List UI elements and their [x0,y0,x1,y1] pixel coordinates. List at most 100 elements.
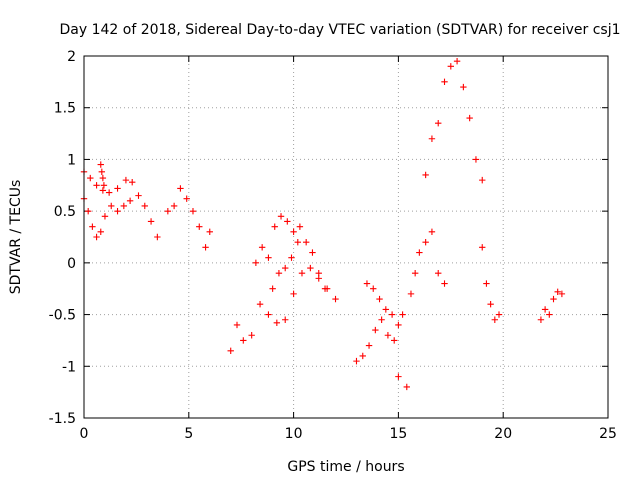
data-point [290,290,297,298]
data-point [248,332,255,339]
data-point [284,218,291,225]
data-point [252,259,260,267]
data-point [164,207,172,215]
data-point [240,337,247,344]
plot-frame [83,55,609,419]
x-tick-label: 5 [184,426,193,442]
data-point [372,326,379,334]
data-point [97,161,104,168]
data-point [122,176,130,184]
data-point [290,228,297,236]
data-point [395,321,402,329]
data-point [399,311,406,318]
data-point [120,202,128,210]
data-point [99,187,107,194]
data-point [441,280,448,287]
data-point [114,185,121,192]
data-point [93,233,100,241]
data-point [378,316,385,323]
data-point [428,135,436,142]
data-point [491,316,499,323]
grid [84,56,608,418]
data-point [294,238,301,246]
data-point [479,176,486,184]
data-point [256,301,264,308]
data-point [141,202,148,210]
data-point [89,223,96,230]
data-point [407,290,415,298]
y-tick-label: 0.5 [54,204,76,220]
data-point [422,238,429,246]
data-point [353,357,360,365]
data-point [227,347,234,354]
data-point [99,174,107,182]
data-point [460,83,467,91]
data-point [87,174,94,182]
data-point [147,218,155,225]
y-tick-label: 2 [67,49,76,65]
data-point [416,249,423,256]
data-point [558,290,566,298]
data-point [447,63,454,70]
data-point [363,280,371,287]
y-tick-label: -0.5 [49,308,76,324]
x-tick-label: 25 [599,426,617,442]
data-point [483,280,490,287]
data-point [275,270,283,277]
data-point [376,295,383,303]
x-tick-label: 0 [80,426,89,442]
data-point [479,244,486,251]
y-tick-label: 0 [67,256,76,272]
data-point [495,311,503,318]
data-point [391,337,398,344]
y-tick-label: 1 [67,152,76,168]
data-point [282,316,289,323]
data-point [277,213,285,220]
data-point [554,288,561,296]
data-point [395,373,402,380]
data-points [80,57,566,391]
data-point [98,168,106,176]
data-point [332,295,339,303]
chart-title: Day 142 of 2018, Sidereal Day-to-day VTE… [59,22,620,38]
data-point [183,195,190,202]
data-point [453,57,461,65]
data-point [84,207,92,215]
data-point [97,228,104,236]
data-point [154,233,161,241]
data-point [93,182,100,189]
data-point [271,223,278,230]
data-point [403,383,410,391]
data-point [177,185,184,192]
x-tick-label: 20 [494,426,512,442]
data-point [233,321,241,329]
data-point [541,306,549,313]
data-point [472,156,480,163]
y-tick-label: -1 [62,359,76,375]
data-point [388,311,396,318]
data-point [108,202,115,210]
data-point [202,244,209,251]
data-point [101,213,109,220]
data-point [288,254,295,261]
data-point [370,285,377,292]
data-point [550,295,557,303]
data-point [384,332,392,339]
x-tick-label: 10 [285,426,303,442]
data-point [435,120,442,127]
data-point [105,189,113,196]
data-point [441,78,448,86]
data-point [422,171,429,179]
y-axis-label: SDTVAR / TECUs [8,180,24,295]
data-point [114,207,121,215]
data-point [359,352,366,360]
data-point [282,264,289,272]
data-point [546,311,553,318]
x-axis-label: GPS time / hours [287,459,404,475]
data-point [302,238,310,246]
data-point [298,270,306,277]
data-point [189,207,197,215]
data-point [296,223,304,230]
data-point [435,270,442,277]
data-point [537,316,545,323]
